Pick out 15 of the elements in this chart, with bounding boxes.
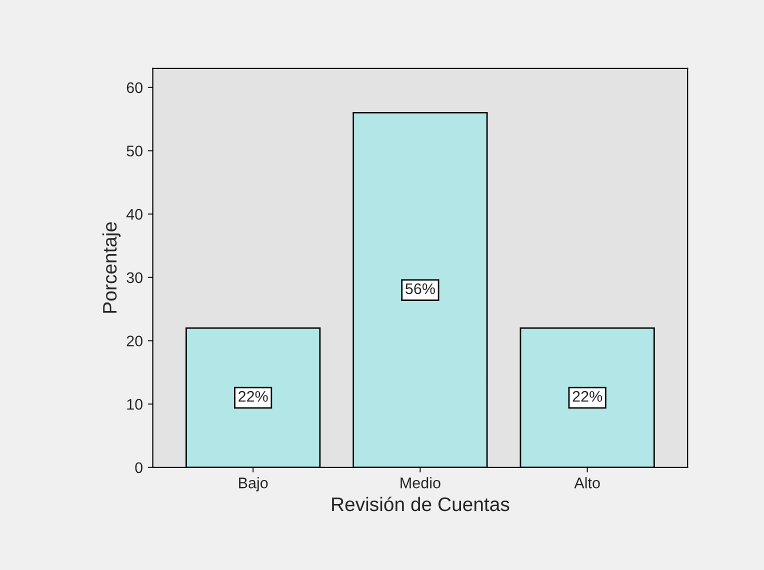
data-label: 22%	[572, 391, 602, 402]
y-tick-label: 0	[135, 462, 142, 474]
data-label: 56%	[406, 283, 435, 294]
y-tick-label: 40	[126, 208, 142, 220]
x-tick-label: Alto	[574, 477, 600, 488]
y-tick-label: 50	[126, 146, 142, 156]
y-axis-title: Porcentaje	[102, 222, 121, 313]
data-label: 22%	[238, 391, 268, 402]
x-axis-title: Revisión de Cuentas	[332, 496, 510, 512]
x-tick-label: Medio	[400, 477, 440, 488]
y-tick-label: 20	[126, 336, 142, 346]
y-tick-label: 30	[126, 272, 142, 284]
x-tick-label: Bajo	[239, 477, 268, 492]
y-tick-label: 60	[126, 82, 142, 94]
y-tick-label: 10	[127, 398, 142, 410]
